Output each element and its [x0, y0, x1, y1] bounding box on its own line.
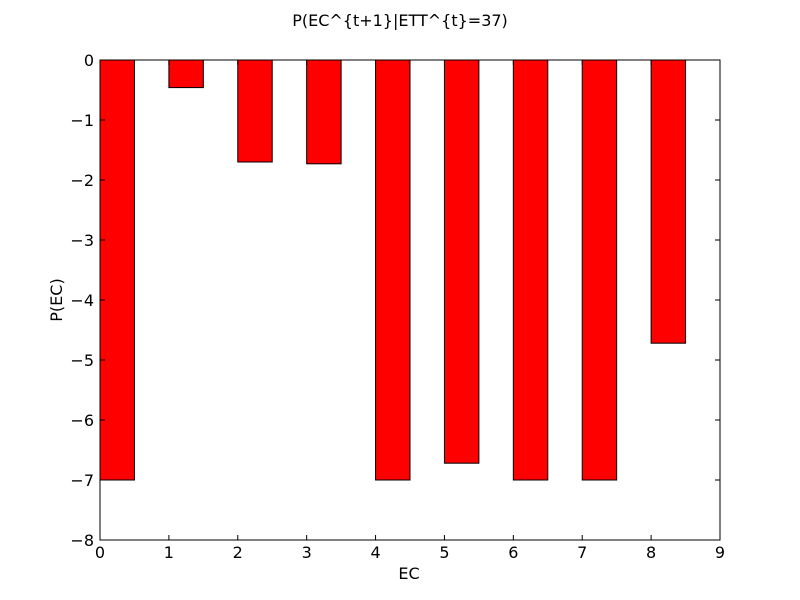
x-tick-label: 6 [508, 543, 518, 562]
bar-4 [375, 59, 411, 481]
chart-title: P(EC^{t+1}|ETT^{t}=37) [292, 11, 508, 30]
x-tick-label: 2 [233, 543, 243, 562]
bar-0 [99, 59, 135, 481]
y-tick-label: −1 [70, 111, 94, 130]
bar-5 [443, 59, 480, 464]
y-axis-ticks: 0 −1 −2 −3 −4 −5 −6 −7 −8 [70, 51, 720, 550]
bar-2 [237, 59, 273, 163]
x-tick-label: 8 [646, 543, 656, 562]
bar-3 [306, 59, 342, 165]
bar-7 [581, 59, 618, 481]
x-axis-ticks: 0 1 2 3 4 5 6 7 8 9 [95, 60, 725, 562]
y-tick-label: −8 [70, 531, 94, 550]
x-tick-label: 5 [439, 543, 449, 562]
x-tick-label: 7 [577, 543, 587, 562]
bar-6 [512, 59, 549, 481]
x-tick-label: 1 [164, 543, 174, 562]
x-tick-label: 4 [370, 543, 380, 562]
x-tick-label: 9 [715, 543, 725, 562]
x-tick-label: 0 [95, 543, 105, 562]
y-tick-label: −2 [70, 171, 94, 190]
y-tick-label: −7 [70, 471, 94, 490]
y-axis-label: P(EC) [47, 278, 66, 321]
y-tick-label: −6 [70, 411, 94, 430]
bar-1 [168, 59, 204, 89]
bars-group [99, 59, 687, 481]
bar-8 [650, 59, 687, 344]
y-tick-label: −3 [70, 231, 94, 250]
y-tick-label: −4 [70, 291, 94, 310]
y-tick-label: 0 [84, 51, 94, 70]
x-tick-label: 3 [302, 543, 312, 562]
x-axis-label: EC [398, 564, 419, 583]
y-tick-label: −5 [70, 351, 94, 370]
